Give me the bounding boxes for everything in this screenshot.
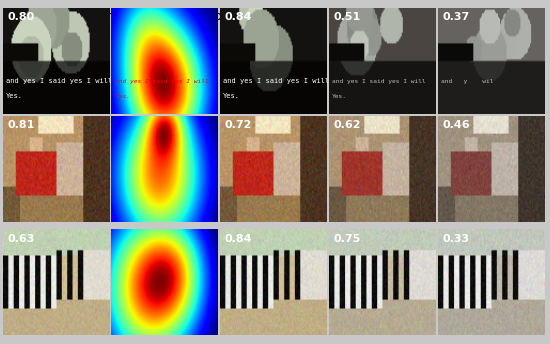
Text: medium: medium bbox=[356, 10, 408, 23]
Text: low: low bbox=[481, 10, 502, 23]
Text: 0.81: 0.81 bbox=[7, 120, 35, 130]
Text: and yes I said yes I will: and yes I said yes I will bbox=[6, 78, 112, 84]
Text: 0.75: 0.75 bbox=[333, 234, 360, 244]
Text: 0.63: 0.63 bbox=[7, 234, 35, 244]
Text: 0.72: 0.72 bbox=[224, 120, 252, 130]
Text: 0.84: 0.84 bbox=[224, 234, 252, 244]
Text: 0.51: 0.51 bbox=[333, 12, 360, 22]
Text: Yes.: Yes. bbox=[116, 94, 130, 99]
Text: Yes.: Yes. bbox=[332, 94, 347, 99]
Text: and yes I said yes I will: and yes I said yes I will bbox=[116, 79, 209, 84]
Text: 0.80: 0.80 bbox=[7, 12, 34, 22]
Text: Yes.: Yes. bbox=[223, 93, 240, 99]
Text: high: high bbox=[260, 10, 287, 23]
Text: and   y    wil: and y wil bbox=[441, 79, 493, 84]
Text: 0.37: 0.37 bbox=[442, 12, 469, 22]
Text: and yes I said yes I will: and yes I said yes I will bbox=[223, 78, 329, 84]
Text: Yes.: Yes. bbox=[6, 93, 23, 99]
Text: and yes I said yes I will: and yes I said yes I will bbox=[332, 79, 426, 84]
Text: memorability map: memorability map bbox=[107, 10, 222, 23]
Text: 0.46: 0.46 bbox=[442, 120, 470, 130]
Text: 0.84: 0.84 bbox=[224, 12, 252, 22]
Text: 0.33: 0.33 bbox=[442, 234, 469, 244]
Text: original image: original image bbox=[11, 10, 101, 23]
Text: 0.62: 0.62 bbox=[333, 120, 361, 130]
